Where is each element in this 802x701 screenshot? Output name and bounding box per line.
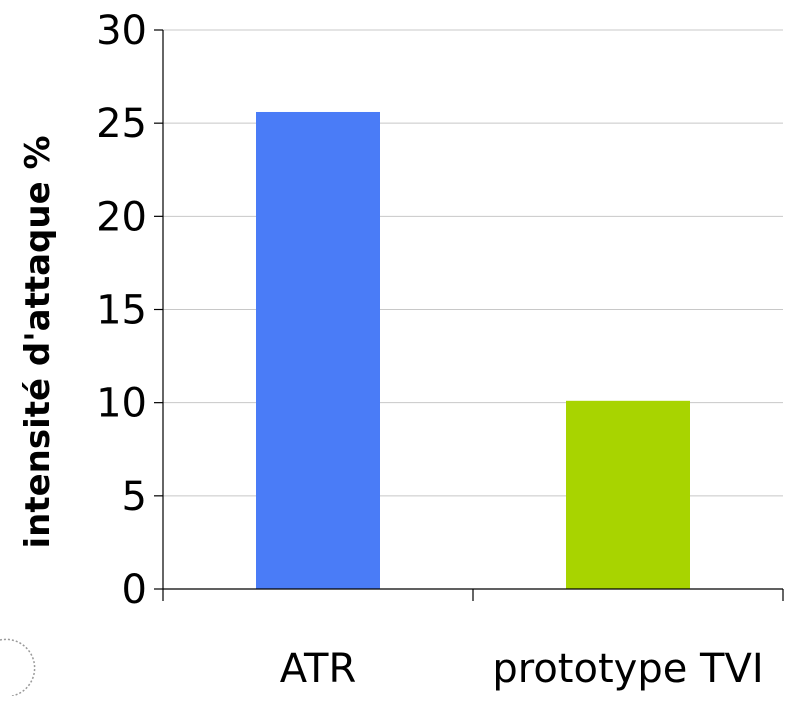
y-tick-label-0: 0 [122, 567, 147, 613]
x-category-label-prototype-tvi: prototype TVI [492, 646, 763, 692]
y-tick-label-5: 5 [122, 474, 147, 520]
y-tick-label-10: 10 [96, 381, 147, 427]
bar-atr [256, 111, 380, 589]
y-tick-label-15: 15 [96, 288, 147, 334]
seal-mark [0, 638, 36, 697]
axis-layer [154, 29, 784, 601]
bar-layer [256, 111, 690, 589]
y-tick-label-25: 25 [96, 101, 147, 147]
y-axis-title: intensité d'attaque % [18, 135, 58, 548]
x-category-label-atr: ATR [280, 646, 356, 692]
bar-prototype-tvi [566, 400, 690, 589]
label-layer: 0 5 10 15 20 25 30 ATR prototype TVI [96, 8, 764, 692]
y-tick-label-30: 30 [96, 8, 147, 54]
y-tick-label-20: 20 [96, 194, 147, 240]
